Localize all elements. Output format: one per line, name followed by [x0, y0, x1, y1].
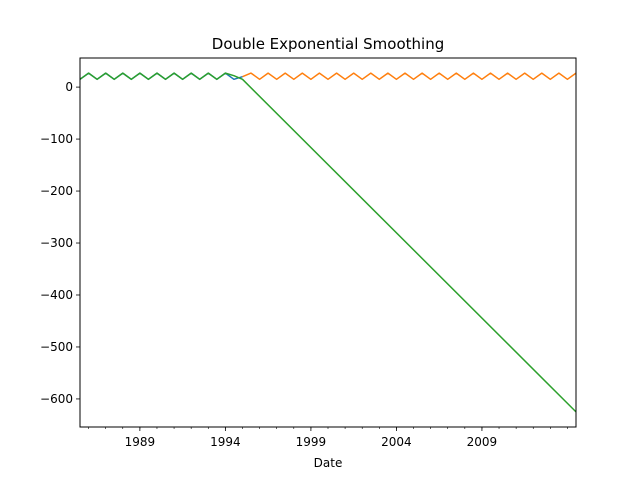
plot-area: 1989 1994 1999 2004 2009 0 −100 −200 −300 −400 −50… [40, 57, 577, 449]
x-tick-label: 1999 [296, 435, 327, 449]
series-line-2 [79, 72, 577, 413]
y-tick-label: −400 [40, 288, 73, 302]
y-tick-label: −100 [40, 132, 73, 146]
x-tick-label: 2009 [467, 435, 498, 449]
x-tick-label: 2004 [381, 435, 412, 449]
x-tick-label: 1989 [125, 435, 156, 449]
series-line-1 [242, 72, 577, 81]
x-axis-label: Date [314, 456, 343, 470]
y-tick-label: −300 [40, 236, 73, 250]
y-tick-label: −500 [40, 340, 73, 354]
y-tick-label: −200 [40, 184, 73, 198]
y-tick-label: −600 [40, 392, 73, 406]
x-tick-label: 1994 [210, 435, 241, 449]
chart-title: Double Exponential Smoothing [212, 35, 444, 53]
y-tick-label: 0 [65, 80, 73, 94]
